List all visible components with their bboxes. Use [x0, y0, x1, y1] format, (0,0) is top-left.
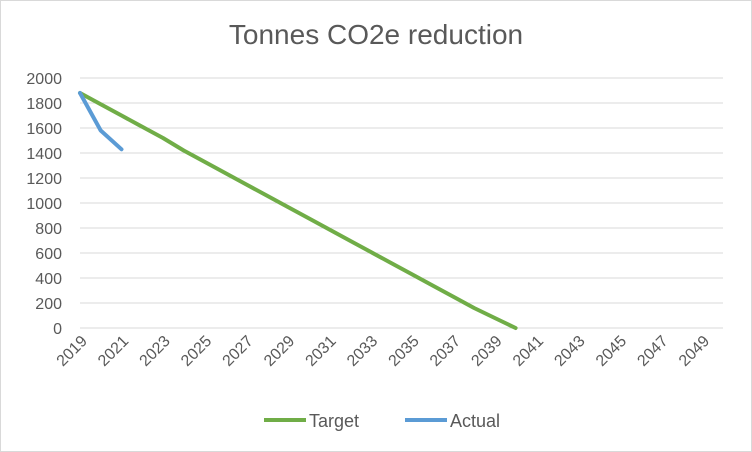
- x-tick-label: 2037: [427, 333, 464, 370]
- x-tick-label: 2047: [634, 333, 671, 370]
- y-tick-label: 1200: [26, 171, 62, 188]
- y-tick-label: 800: [35, 221, 62, 238]
- y-axis-tick-labels: 0 200 400 600 800 1000 1200 1400 1600 1800 2000: [26, 71, 62, 338]
- chart-title: Tonnes CO2e reduction: [229, 19, 523, 50]
- y-tick-label: 600: [35, 246, 62, 263]
- x-tick-label: 2025: [178, 333, 215, 370]
- series-line-actual: [78, 91, 124, 152]
- y-tick-label: 200: [35, 296, 62, 313]
- legend-label-actual: Actual: [450, 411, 500, 431]
- x-tick-label: 2027: [220, 333, 257, 370]
- y-tick-label: 1000: [26, 196, 62, 213]
- x-tick-label: 2043: [551, 333, 588, 370]
- x-tick-label: 2049: [676, 333, 713, 370]
- series-line-target: [78, 91, 518, 330]
- y-tick-label: 1800: [26, 96, 62, 113]
- legend-label-target: Target: [309, 411, 359, 431]
- x-tick-label: 2041: [510, 333, 547, 370]
- x-tick-label: 2021: [95, 333, 132, 370]
- y-tick-label: 400: [35, 271, 62, 288]
- x-tick-label: 2045: [593, 333, 630, 370]
- x-tick-label: 2029: [261, 333, 298, 370]
- y-tick-label: 0: [53, 321, 62, 338]
- x-tick-label: 2031: [303, 333, 340, 370]
- x-axis-tick-labels: 2019 2021 2023 2025 2027 2029 2031 2033 2035 2037…: [54, 333, 714, 370]
- x-tick-label: 2039: [468, 333, 505, 370]
- legend: Target Actual: [264, 411, 500, 431]
- x-tick-label: 2033: [344, 333, 381, 370]
- y-tick-label: 1400: [26, 146, 62, 163]
- x-tick-label: 2019: [54, 333, 91, 370]
- series-lines: [78, 91, 518, 330]
- x-tick-label: 2023: [137, 333, 174, 370]
- gridlines: [80, 77, 723, 329]
- x-tick-label: 2035: [386, 333, 423, 370]
- y-tick-label: 2000: [26, 71, 62, 88]
- y-tick-label: 1600: [26, 121, 62, 138]
